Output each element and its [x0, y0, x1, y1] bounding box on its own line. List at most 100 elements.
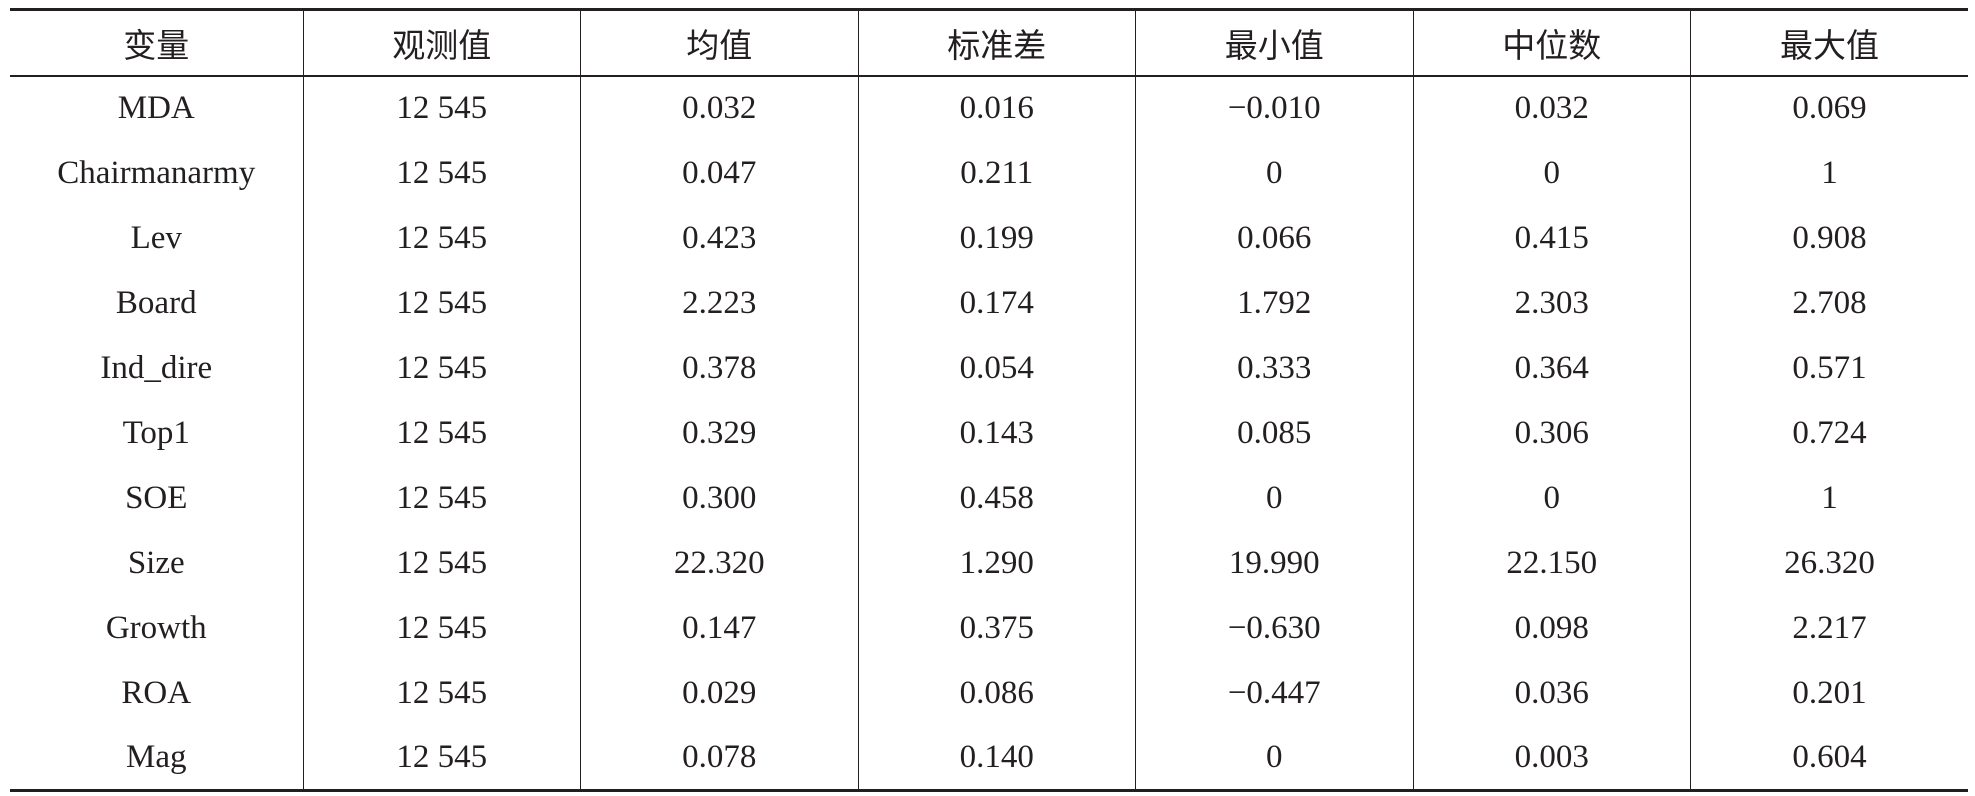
cell-median: 2.303: [1412, 270, 1691, 336]
cell-max: 0.069: [1690, 75, 1968, 141]
cell-median: 0.306: [1412, 400, 1691, 466]
header-row: 变量 观测值 均值 标准差 最小值 中位数 最大值: [10, 8, 1968, 77]
cell-min: −0.010: [1135, 75, 1413, 141]
table-row: Lev 12 545 0.423 0.199 0.066 0.415 0.908: [10, 205, 1968, 271]
cell-min: 19.990: [1135, 530, 1413, 596]
cell-median: 0: [1412, 465, 1691, 531]
cell-min: 0.333: [1135, 335, 1413, 401]
table-row: Mag 12 545 0.078 0.140 0 0.003 0.604: [10, 725, 1968, 792]
cell-mean: 0.378: [580, 335, 858, 401]
table-row: Chairmanarmy 12 545 0.047 0.211 0 0 1: [10, 140, 1968, 206]
cell-variable: Chairmanarmy: [57, 154, 256, 191]
cell-std-dev: 0.054: [857, 335, 1136, 401]
cell-median: 0.003: [1412, 725, 1691, 792]
cell-observations: 12 545: [302, 140, 581, 206]
cell-observations: 12 545: [302, 660, 581, 726]
cell-mean: 0.032: [580, 75, 858, 141]
cell-max: 2.217: [1690, 595, 1968, 661]
statistics-table-container: 变量 观测值 均值 标准差 最小值 中位数 最大值 MDA 12 545 0.0…: [10, 8, 1968, 792]
cell-std-dev: 0.016: [857, 75, 1136, 141]
header-mean: 均值: [580, 8, 858, 77]
cell-max: 0.604: [1690, 725, 1968, 792]
cell-max: 2.708: [1690, 270, 1968, 336]
cell-max: 0.908: [1690, 205, 1968, 271]
header-variable: 变量: [10, 8, 303, 77]
cell-max: 0.724: [1690, 400, 1968, 466]
cell-variable: Top1: [122, 414, 190, 451]
table-row: Top1 12 545 0.329 0.143 0.085 0.306 0.72…: [10, 400, 1968, 466]
cell-observations: 12 545: [302, 75, 581, 141]
cell-median: 0.415: [1412, 205, 1691, 271]
cell-mean: 22.320: [580, 530, 858, 596]
cell-median: 0.032: [1412, 75, 1691, 141]
table-row: Board 12 545 2.223 0.174 1.792 2.303 2.7…: [10, 270, 1968, 336]
cell-max: 1: [1690, 140, 1968, 206]
cell-observations: 12 545: [302, 530, 581, 596]
cell-std-dev: 0.375: [857, 595, 1136, 661]
cell-max: 0.201: [1690, 660, 1968, 726]
table-row: SOE 12 545 0.300 0.458 0 0 1: [10, 465, 1968, 531]
descriptive-statistics-table: 变量 观测值 均值 标准差 最小值 中位数 最大值 MDA 12 545 0.0…: [10, 8, 1968, 792]
header-min: 最小值: [1135, 8, 1413, 77]
cell-median: 0: [1412, 140, 1691, 206]
cell-median: 22.150: [1412, 530, 1691, 596]
table-row: MDA 12 545 0.032 0.016 −0.010 0.032 0.06…: [10, 75, 1968, 141]
cell-std-dev: 0.211: [857, 140, 1136, 206]
cell-variable: Board: [115, 284, 197, 321]
cell-std-dev: 0.143: [857, 400, 1136, 466]
cell-observations: 12 545: [302, 205, 581, 271]
cell-max: 26.320: [1690, 530, 1968, 596]
cell-variable: SOE: [125, 479, 188, 516]
cell-observations: 12 545: [302, 335, 581, 401]
cell-mean: 0.147: [580, 595, 858, 661]
header-max: 最大值: [1690, 8, 1968, 77]
cell-min: 1.792: [1135, 270, 1413, 336]
cell-mean: 0.078: [580, 725, 858, 792]
cell-variable: Size: [127, 544, 185, 581]
cell-mean: 0.329: [580, 400, 858, 466]
table-row: Size 12 545 22.320 1.290 19.990 22.150 2…: [10, 530, 1968, 596]
cell-observations: 12 545: [302, 725, 581, 792]
cell-median: 0.364: [1412, 335, 1691, 401]
cell-variable: Ind_dire: [100, 349, 213, 386]
cell-observations: 12 545: [302, 270, 581, 336]
cell-std-dev: 0.086: [857, 660, 1136, 726]
cell-std-dev: 1.290: [857, 530, 1136, 596]
cell-min: −0.447: [1135, 660, 1413, 726]
table-row: ROA 12 545 0.029 0.086 −0.447 0.036 0.20…: [10, 660, 1968, 726]
cell-variable: Mag: [10, 725, 303, 792]
table-row: Growth 12 545 0.147 0.375 −0.630 0.098 2…: [10, 595, 1968, 661]
cell-max: 0.571: [1690, 335, 1968, 401]
cell-min: 0.066: [1135, 205, 1413, 271]
cell-mean: 0.047: [580, 140, 858, 206]
cell-variable: Lev: [130, 219, 182, 256]
cell-std-dev: 0.199: [857, 205, 1136, 271]
cell-min: 0.085: [1135, 400, 1413, 466]
cell-std-dev: 0.458: [857, 465, 1136, 531]
table-header: 变量 观测值 均值 标准差 最小值 中位数 最大值: [10, 8, 1968, 77]
cell-observations: 12 545: [302, 400, 581, 466]
table-body: MDA 12 545 0.032 0.016 −0.010 0.032 0.06…: [10, 75, 1968, 792]
header-median: 中位数: [1412, 8, 1691, 77]
cell-observations: 12 545: [302, 595, 581, 661]
cell-std-dev: 0.140: [857, 725, 1136, 792]
cell-min: 0: [1135, 725, 1413, 792]
cell-std-dev: 0.174: [857, 270, 1136, 336]
cell-max: 1: [1690, 465, 1968, 531]
cell-variable: Growth: [105, 609, 207, 646]
cell-mean: 0.423: [580, 205, 858, 271]
cell-min: 0: [1135, 140, 1413, 206]
cell-median: 0.098: [1412, 595, 1691, 661]
cell-mean: 2.223: [580, 270, 858, 336]
cell-mean: 0.029: [580, 660, 858, 726]
cell-min: 0: [1135, 465, 1413, 531]
cell-observations: 12 545: [302, 465, 581, 531]
cell-mean: 0.300: [580, 465, 858, 531]
header-observations: 观测值: [302, 8, 581, 77]
table-row: Ind_dire 12 545 0.378 0.054 0.333 0.364 …: [10, 335, 1968, 401]
cell-variable: ROA: [121, 674, 192, 711]
cell-min: −0.630: [1135, 595, 1413, 661]
cell-variable: MDA: [117, 90, 195, 126]
cell-median: 0.036: [1412, 660, 1691, 726]
header-std-dev: 标准差: [857, 8, 1136, 77]
